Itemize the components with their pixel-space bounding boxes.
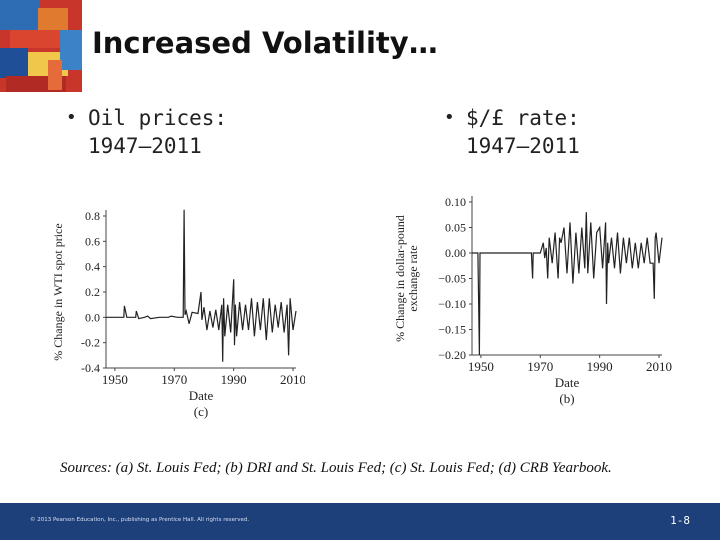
y-tick-label: 0.0 <box>85 310 100 324</box>
x-axis-label: Date <box>555 375 580 390</box>
x-tick-label: 2010 <box>280 372 305 387</box>
x-tick-label: 1990 <box>587 359 613 374</box>
bullet-line: 1947–2011 <box>88 134 202 158</box>
x-tick-label: 2010 <box>646 359 672 374</box>
panel-label: (c) <box>194 404 208 419</box>
x-tick-label: 1990 <box>221 372 247 387</box>
y-tick-label: −0.05 <box>438 272 466 286</box>
page-number: 1-8 <box>670 514 690 527</box>
decorative-art-icon <box>0 0 82 92</box>
x-tick-label: 1950 <box>468 359 494 374</box>
y-tick-label: -0.4 <box>81 361 100 375</box>
y-tick-label: 0.6 <box>85 234 100 248</box>
series-line <box>106 209 297 362</box>
sources-note: Sources: (a) St. Louis Fed; (b) DRI and … <box>60 460 612 476</box>
series-line <box>472 212 663 356</box>
y-tick-label: −0.15 <box>438 323 466 337</box>
y-tick-label: 0.00 <box>445 246 466 260</box>
bullet-line: Oil prices: <box>88 106 228 130</box>
y-tick-label: 0.10 <box>445 195 466 209</box>
y-tick-label: 0.2 <box>85 285 100 299</box>
bullet-exchange-rate: • $/£ rate: 1947–2011 <box>444 104 580 160</box>
y-axis-label: % Change in WTI spot price <box>51 223 65 360</box>
x-tick-label: 1950 <box>102 372 128 387</box>
footer-bar: © 2013 Pearson Education, Inc., publishi… <box>0 503 720 540</box>
bullet-dot-icon: • <box>444 107 455 128</box>
bullet-line: 1947–2011 <box>466 134 580 158</box>
y-tick-label: 0.8 <box>85 209 100 223</box>
copyright-text: © 2013 Pearson Education, Inc., publishi… <box>30 517 250 523</box>
x-tick-label: 1970 <box>161 372 187 387</box>
y-tick-label: -0.2 <box>81 336 100 350</box>
y-tick-label: 0.05 <box>445 221 466 235</box>
x-tick-label: 1970 <box>527 359 553 374</box>
panel-label: (b) <box>559 391 574 406</box>
slide-title: Increased Volatility… <box>92 26 438 60</box>
y-tick-label: 0.4 <box>85 260 100 274</box>
y-axis-label: % Change in dollar-pound <box>393 215 407 342</box>
bullet-line: $/£ rate: <box>466 106 580 130</box>
x-axis-label: Date <box>189 388 214 403</box>
bullet-oil-prices: • Oil prices: 1947–2011 <box>66 104 228 160</box>
corner-decoration <box>0 0 82 92</box>
y-tick-label: −0.20 <box>438 348 466 362</box>
y-tick-label: −0.10 <box>438 297 466 311</box>
bullet-dot-icon: • <box>66 107 77 128</box>
y-axis-label: exchange rate <box>406 245 420 311</box>
